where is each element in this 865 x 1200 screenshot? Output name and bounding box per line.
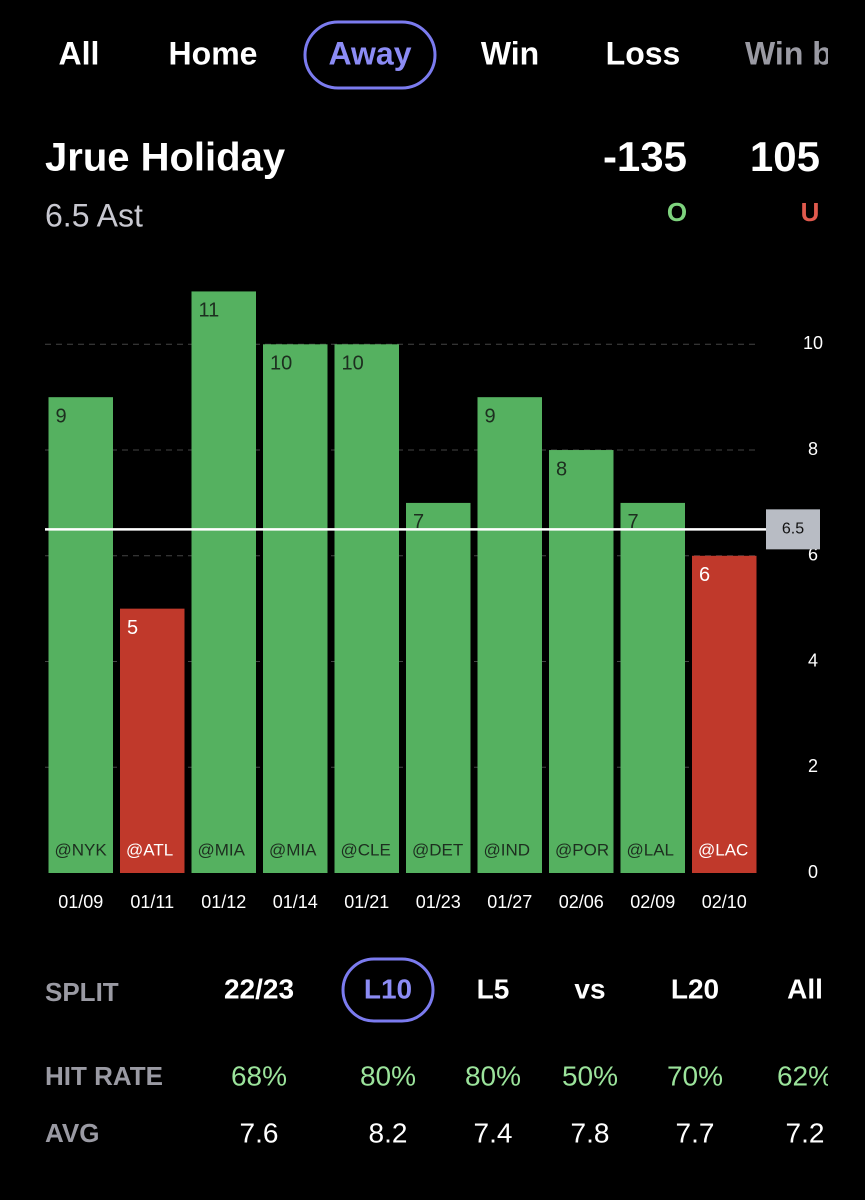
hit-rate: 68%: [231, 1060, 287, 1091]
split-option[interactable]: L10: [364, 973, 412, 1004]
split-option[interactable]: L20: [671, 973, 719, 1004]
y-tick-label: 6: [808, 545, 818, 565]
avg: 8.2: [369, 1117, 408, 1148]
x-tick-label: 01/12: [201, 892, 246, 912]
split-label: SPLIT: [45, 977, 119, 1007]
x-tick-label: 01/11: [130, 892, 174, 912]
hit-rate: 62%: [777, 1060, 833, 1091]
player-name: Jrue Holiday: [45, 136, 286, 180]
tab[interactable]: Win by: [745, 35, 850, 71]
avg-label: AVG: [45, 1118, 99, 1148]
avg: 7.8: [571, 1117, 610, 1148]
reference-label-box: [766, 509, 820, 550]
x-tick-label: 01/14: [273, 892, 318, 912]
under-odds[interactable]: 105: [750, 133, 820, 180]
bar-value: 6: [699, 564, 710, 586]
bar: [692, 555, 757, 873]
bar: [620, 502, 685, 873]
bar: [263, 344, 328, 874]
avg: 7.6: [240, 1117, 279, 1148]
tab[interactable]: All: [59, 35, 100, 71]
opponent-label: @CLE: [341, 840, 391, 859]
hit-rate: 70%: [667, 1060, 723, 1091]
x-tick-label: 01/23: [416, 892, 461, 912]
tab-highlight: [303, 20, 437, 90]
under-label: U: [801, 197, 820, 227]
opponent-label: @ATL: [126, 840, 173, 859]
tab[interactable]: Loss: [606, 35, 681, 71]
opponent-label: @MIA: [198, 840, 246, 859]
opponent-label: @POR: [555, 840, 609, 859]
over-odds[interactable]: -135: [603, 133, 687, 180]
bar-value: 7: [413, 511, 424, 533]
hit-rate-label: HIT RATE: [45, 1061, 163, 1091]
opponent-label: @LAL: [627, 840, 675, 859]
bar: [549, 450, 614, 873]
prop-line: 6.5 Ast: [45, 197, 143, 233]
opponent-label: @NYK: [55, 840, 108, 859]
bar: [477, 397, 542, 873]
x-tick-label: 01/09: [58, 892, 103, 912]
bar-value: 11: [199, 300, 220, 322]
tab[interactable]: Win: [481, 35, 539, 71]
bar: [334, 344, 399, 874]
x-tick-label: 02/10: [702, 892, 747, 912]
bar-value: 10: [342, 353, 364, 375]
reference-label: 6.5: [782, 521, 804, 538]
bar-value: 9: [485, 405, 496, 427]
tab[interactable]: Home: [169, 35, 258, 71]
x-tick-label: 02/06: [559, 892, 604, 912]
over-label: O: [667, 197, 687, 227]
bar-value: 10: [270, 353, 292, 375]
opponent-label: @MIA: [269, 840, 317, 859]
opponent-label: @IND: [484, 840, 531, 859]
y-tick-label: 2: [808, 756, 818, 776]
avg: 7.7: [676, 1117, 715, 1148]
avg: 7.2: [786, 1117, 825, 1148]
hit-rate: 80%: [360, 1060, 416, 1091]
bar-value: 7: [628, 511, 639, 533]
bar-value: 9: [56, 405, 67, 427]
hit-rate: 80%: [465, 1060, 521, 1091]
bar-value: 5: [127, 617, 138, 639]
bar: [120, 608, 185, 873]
bar: [191, 291, 256, 873]
split-highlight: [341, 957, 435, 1023]
split-option[interactable]: All: [787, 973, 823, 1004]
bar: [48, 397, 113, 873]
opponent-label: @LAC: [698, 840, 748, 859]
hit-rate: 50%: [562, 1060, 618, 1091]
y-tick-label: 4: [808, 650, 818, 670]
split-option[interactable]: L5: [477, 973, 510, 1004]
y-tick-label: 10: [803, 333, 823, 353]
x-tick-label: 01/21: [344, 892, 389, 912]
avg: 7.4: [474, 1117, 513, 1148]
y-tick-label: 8: [808, 439, 818, 459]
x-tick-label: 02/09: [630, 892, 675, 912]
bar-value: 8: [556, 458, 567, 480]
y-tick-label: 0: [808, 862, 818, 882]
x-tick-label: 01/27: [487, 892, 532, 912]
bar: [406, 502, 471, 873]
split-option[interactable]: 22/23: [224, 973, 294, 1004]
tab[interactable]: Away: [328, 35, 411, 71]
split-option[interactable]: vs: [574, 973, 605, 1004]
opponent-label: @DET: [412, 840, 463, 859]
